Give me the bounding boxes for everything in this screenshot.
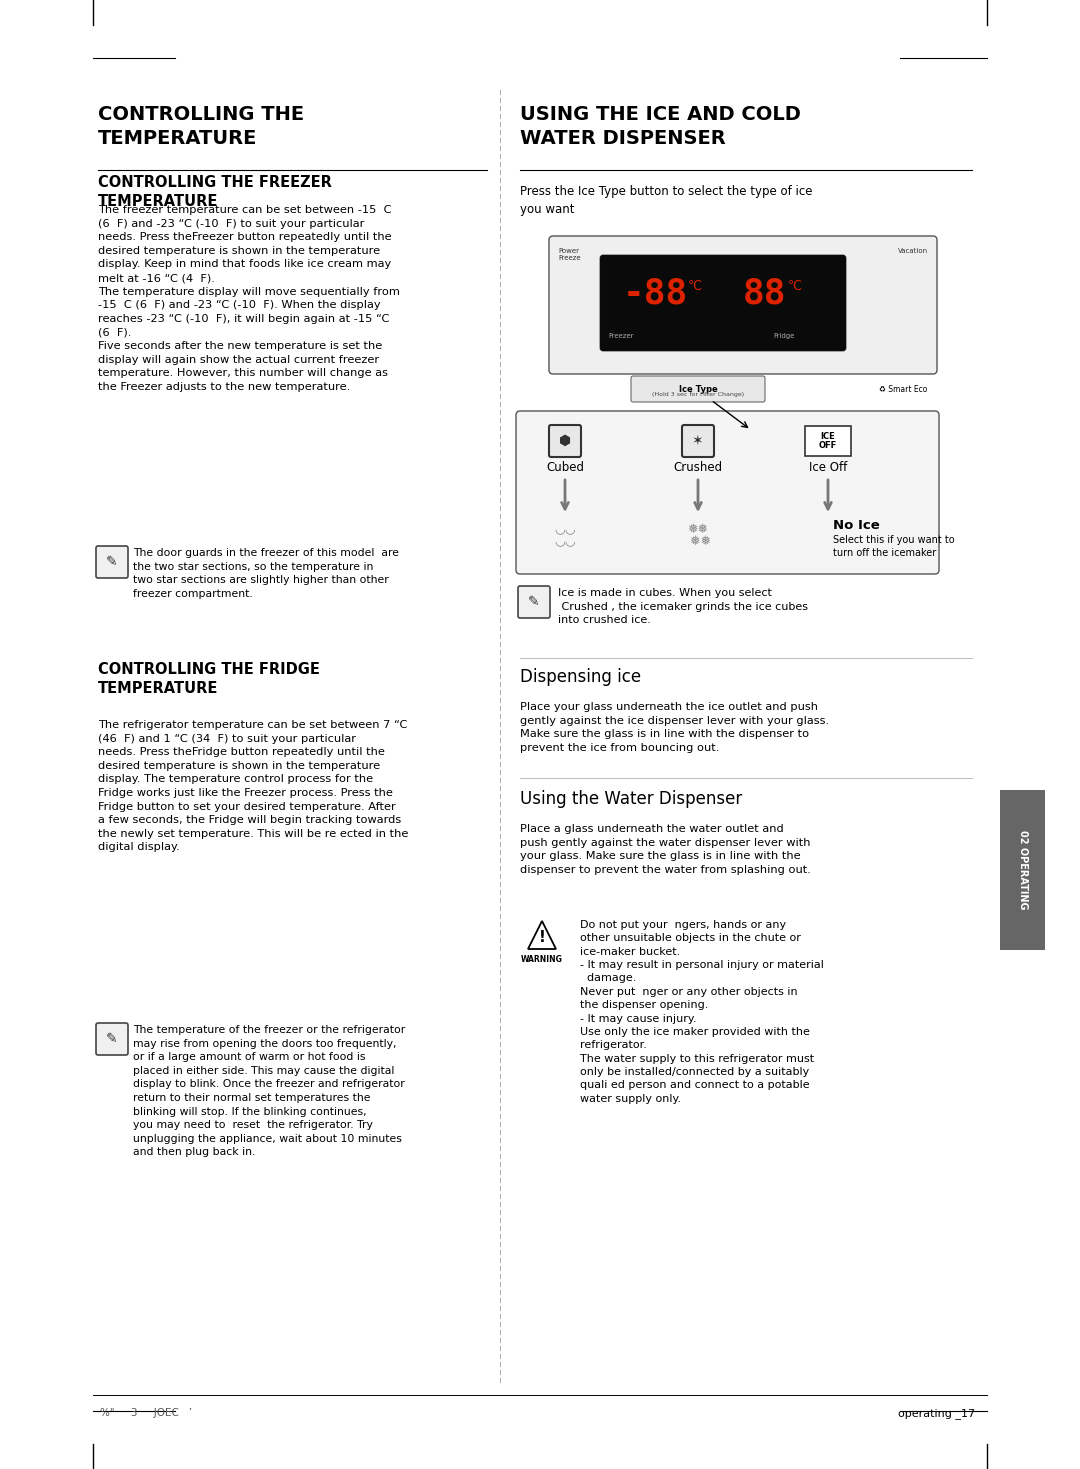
FancyBboxPatch shape — [631, 376, 765, 403]
Text: Power
Freeze: Power Freeze — [558, 248, 581, 261]
Text: The door guards in the freezer of this model  are
the two star sections, so the : The door guards in the freezer of this m… — [133, 548, 399, 599]
FancyBboxPatch shape — [681, 425, 714, 457]
Text: -88: -88 — [623, 276, 688, 310]
Text: Select this if you want to
turn off the icemaker: Select this if you want to turn off the … — [833, 535, 955, 558]
Text: ❅❅
 ❅❅: ❅❅ ❅❅ — [686, 523, 711, 548]
Text: Ice Type: Ice Type — [678, 385, 717, 394]
Text: 02 OPERATING: 02 OPERATING — [1017, 830, 1027, 909]
Text: Place a glass underneath the water outlet and
push gently against the water disp: Place a glass underneath the water outle… — [519, 824, 811, 876]
Text: Press the Ice Type button to select the type of ice
you want: Press the Ice Type button to select the … — [519, 185, 812, 216]
FancyBboxPatch shape — [549, 425, 581, 457]
Text: %"     3     JOEC   ’: %" 3 JOEC ’ — [100, 1407, 192, 1418]
Text: ⬢: ⬢ — [559, 433, 571, 448]
Text: ◡◡
◡◡: ◡◡ ◡◡ — [554, 523, 576, 548]
Text: Fridge: Fridge — [773, 333, 795, 339]
Text: CONTROLLING THE FRIDGE
TEMPERATURE: CONTROLLING THE FRIDGE TEMPERATURE — [98, 663, 320, 696]
Text: Place your glass underneath the ice outlet and push
gently against the ice dispe: Place your glass underneath the ice outl… — [519, 702, 829, 752]
Text: No Ice: No Ice — [833, 519, 880, 532]
Text: CONTROLLING THE
TEMPERATURE: CONTROLLING THE TEMPERATURE — [98, 104, 305, 147]
Text: USING THE ICE AND COLD
WATER DISPENSER: USING THE ICE AND COLD WATER DISPENSER — [519, 104, 801, 147]
Text: Vacation: Vacation — [897, 248, 928, 254]
Text: Freezer: Freezer — [608, 333, 634, 339]
Text: Cubed: Cubed — [546, 461, 584, 474]
Text: ✎: ✎ — [528, 595, 540, 610]
Text: Ice Off: Ice Off — [809, 461, 847, 474]
Text: !: ! — [539, 930, 545, 945]
Text: The refrigerator temperature can be set between 7 “C
(46  F) and 1 “C (34  F) to: The refrigerator temperature can be set … — [98, 720, 408, 852]
Text: The freezer temperature can be set between -15  C
(6  F) and -23 “C (-10  F) to : The freezer temperature can be set betwe… — [98, 206, 400, 392]
Text: ✎: ✎ — [106, 555, 118, 569]
FancyBboxPatch shape — [549, 237, 937, 375]
Text: CONTROLLING THE FREEZER
TEMPERATURE: CONTROLLING THE FREEZER TEMPERATURE — [98, 175, 332, 209]
FancyBboxPatch shape — [600, 256, 846, 351]
FancyBboxPatch shape — [516, 411, 939, 574]
Text: (Hold 3 sec for Filter Change): (Hold 3 sec for Filter Change) — [652, 392, 744, 397]
Text: operating _17: operating _17 — [897, 1407, 975, 1419]
Text: WARNING: WARNING — [521, 955, 563, 964]
Text: ♻ Smart Eco: ♻ Smart Eco — [879, 385, 928, 394]
FancyBboxPatch shape — [96, 546, 129, 577]
Text: ICE
OFF: ICE OFF — [819, 432, 837, 451]
Text: ✎: ✎ — [106, 1033, 118, 1046]
Text: The temperature of the freezer or the refrigerator
may rise from opening the doo: The temperature of the freezer or the re… — [133, 1025, 405, 1158]
Text: ✶: ✶ — [692, 433, 704, 448]
Text: 88: 88 — [743, 276, 786, 310]
Text: Using the Water Dispenser: Using the Water Dispenser — [519, 790, 742, 808]
Text: ℃: ℃ — [788, 281, 802, 292]
FancyBboxPatch shape — [518, 586, 550, 618]
Text: ℃: ℃ — [688, 281, 702, 292]
FancyBboxPatch shape — [805, 426, 851, 455]
FancyBboxPatch shape — [96, 1022, 129, 1055]
Text: Dispensing ice: Dispensing ice — [519, 668, 642, 686]
Text: Crushed: Crushed — [674, 461, 723, 474]
FancyBboxPatch shape — [1000, 790, 1045, 950]
Text: Do not put your  ngers, hands or any
other unsuitable objects in the chute or
ic: Do not put your ngers, hands or any othe… — [580, 920, 824, 1103]
Text: Ice is made in cubes. When you select
 Crushed , the icemaker grinds the ice cub: Ice is made in cubes. When you select Cr… — [558, 588, 808, 626]
